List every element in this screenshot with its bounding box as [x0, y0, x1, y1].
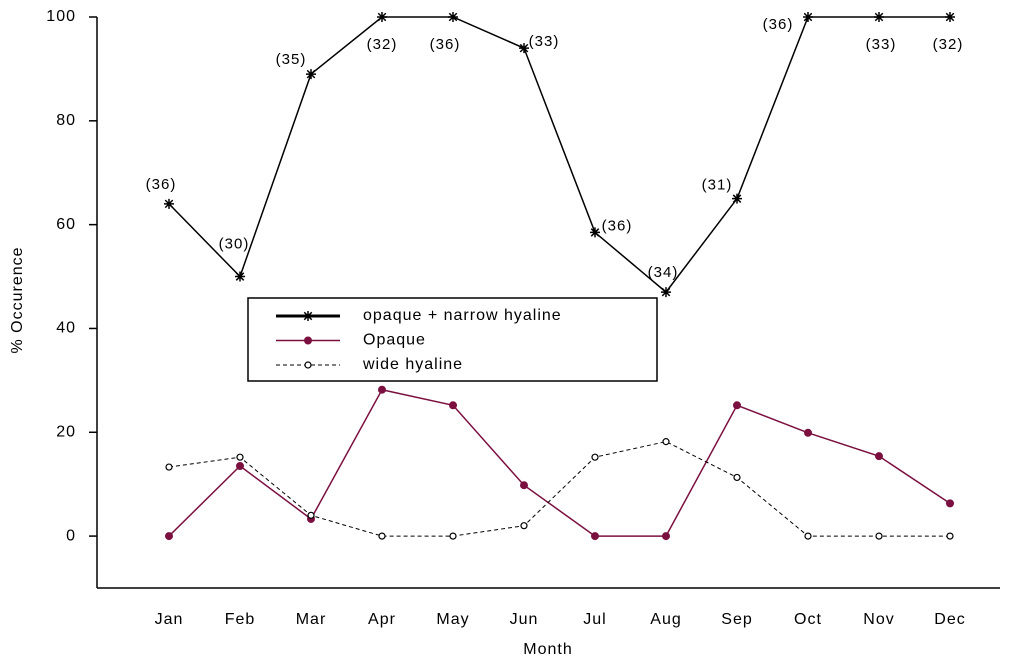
legend-label: opaque + narrow hyaline: [363, 307, 562, 324]
data-point: [733, 401, 741, 410]
y-tick-label: 40: [56, 320, 76, 337]
data-point: [803, 12, 813, 22]
data-point: [307, 511, 315, 519]
y-tick-label: 60: [56, 216, 76, 233]
x-axis-label: Month: [523, 641, 572, 658]
annotation: (33): [529, 33, 560, 50]
legend-label: wide hyaline: [362, 356, 463, 373]
annotation: (32): [367, 36, 398, 53]
x-tick-label: May: [436, 611, 469, 628]
data-point: [164, 198, 174, 209]
data-point: [306, 69, 316, 80]
data-point: [520, 481, 528, 490]
data-point: [590, 227, 600, 238]
data-point: [165, 463, 173, 471]
data-point: [875, 452, 883, 461]
series-line: [168, 16, 950, 294]
data-point: [236, 462, 244, 471]
x-tick-label: Mar: [296, 611, 327, 628]
y-tick-label: 20: [56, 423, 76, 440]
x-tick-label: Dec: [934, 611, 965, 628]
annotation: (36): [146, 176, 177, 193]
data-point: [520, 522, 528, 530]
data-point: [804, 428, 812, 437]
annotation: (33): [866, 36, 897, 53]
annotation: (36): [430, 36, 461, 53]
data-point: [662, 438, 670, 446]
data-point: [732, 193, 742, 204]
data-point: [945, 12, 955, 22]
annotation: (34): [648, 264, 679, 281]
data-point: [519, 43, 529, 54]
legend-marker: [303, 311, 313, 321]
x-tick-label: Jul: [583, 611, 606, 628]
data-point: [448, 12, 458, 22]
legend-marker: [304, 361, 312, 369]
data-point: [875, 532, 883, 540]
data-point: [378, 385, 386, 394]
data-point: [946, 532, 954, 540]
series-line: [168, 441, 950, 537]
x-tick-label: Oct: [794, 611, 822, 628]
data-point: [235, 271, 245, 282]
data-point: [377, 12, 387, 22]
x-tick-label: Jun: [510, 611, 539, 628]
x-tick-label: Jan: [155, 611, 184, 628]
annotation: (31): [702, 177, 733, 194]
data-point: [946, 499, 954, 508]
legend-label: Opaque: [363, 332, 426, 349]
annotation: (35): [276, 51, 307, 68]
data-point: [236, 453, 244, 461]
x-tick-label: Nov: [863, 611, 894, 628]
data-point: [449, 532, 457, 540]
legend-marker: [304, 336, 312, 345]
data-point: [661, 287, 671, 298]
legend-box: [247, 297, 658, 382]
data-point: [449, 401, 457, 410]
data-point: [733, 473, 741, 482]
y-tick-label: 80: [56, 112, 76, 129]
y-tick-label: 100: [46, 8, 76, 25]
y-axis-label: % Occurence: [9, 246, 26, 353]
series-line: [168, 388, 951, 537]
annotation: (32): [933, 36, 964, 53]
annotation: (36): [602, 217, 633, 234]
annotation: (30): [219, 236, 250, 253]
data-point: [378, 532, 386, 540]
data-point: [804, 532, 812, 540]
data-point: [662, 532, 670, 541]
data-point: [591, 532, 599, 541]
data-point: [165, 532, 173, 541]
x-tick-label: Aug: [650, 611, 681, 628]
data-point: [591, 453, 599, 461]
annotation: (36): [763, 16, 794, 33]
x-tick-label: Sep: [721, 611, 752, 628]
data-point: [874, 12, 884, 22]
y-tick-label: 0: [66, 527, 76, 544]
x-tick-label: Feb: [225, 611, 256, 628]
x-tick-label: Apr: [368, 611, 396, 628]
